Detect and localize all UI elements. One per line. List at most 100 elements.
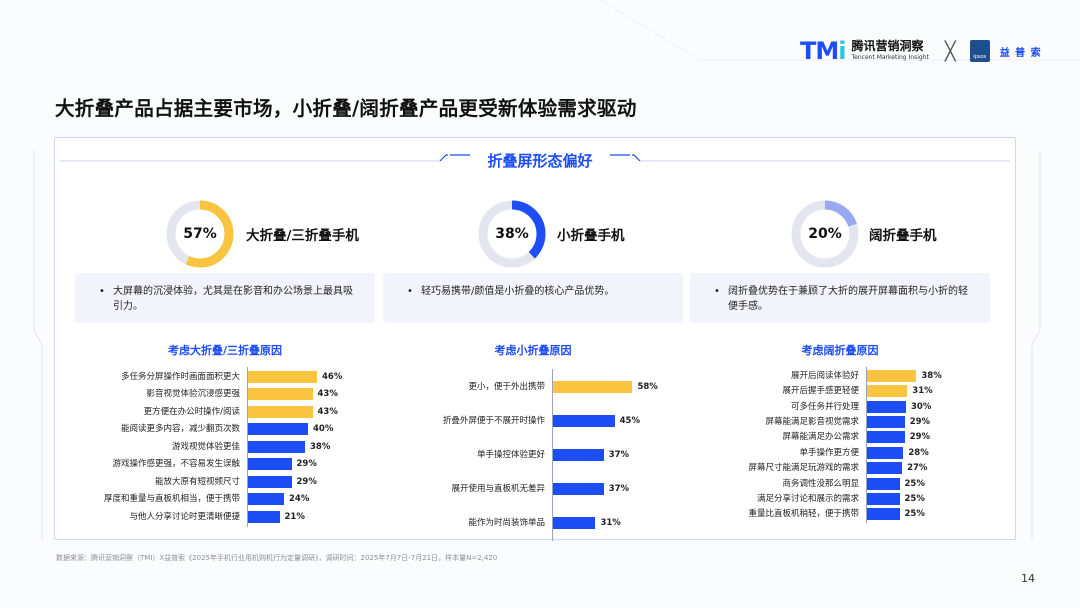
donut-wide-fold: 20% — [790, 199, 860, 269]
bar-value-label: 58% — [637, 382, 658, 392]
collab-separator-icon: ╳ — [944, 40, 956, 62]
bar-category-label: 游戏操作感更强，不容易发生误触 — [112, 459, 240, 470]
bar-value-label: 25% — [904, 493, 925, 504]
bar-value-label: 45% — [619, 416, 640, 426]
chart-axis — [552, 369, 553, 541]
donut-percent: 57% — [183, 226, 217, 242]
bar — [248, 510, 280, 523]
tmi-logo-en: Tencent Marketing Insight — [851, 54, 929, 61]
chart-axis — [866, 367, 867, 523]
bar-category-label: 影音视觉体验沉浸感更强 — [146, 389, 240, 400]
bar — [248, 405, 313, 418]
donut-percent: 20% — [808, 226, 842, 242]
bar — [248, 493, 284, 506]
donut-ring — [166, 200, 234, 268]
bar — [867, 431, 905, 444]
donut-percent: 38% — [495, 226, 529, 242]
bar-value-label: 29% — [909, 416, 931, 427]
bar — [248, 388, 313, 401]
bar — [248, 423, 308, 436]
desc-small-fold: • 轻巧易携带/颜值是小折叠的核心产品优势。 — [383, 273, 683, 323]
bullet-icon: • — [407, 286, 413, 297]
ipsos-logo-cn: 益 普 索 — [999, 47, 1042, 59]
bar-category-label: 能阅读更多内容，减少翻页次数 — [120, 424, 240, 435]
page-title: 大折叠产品占据主要市场，小折叠/阔折叠产品更受新体验需求驱动 — [55, 97, 637, 120]
ipsos-logo: Ipsos — [969, 40, 990, 62]
donut-ring — [478, 200, 546, 268]
bar — [553, 483, 604, 495]
desc-large-fold: • 大屏幕的沉浸体验，尤其是在影音和办公场景上最具吸引力。 — [75, 273, 375, 323]
bar-value-label: 40% — [313, 424, 334, 435]
donut-arc — [478, 200, 546, 268]
bar — [553, 449, 604, 461]
bar — [867, 492, 900, 505]
bar-value-label: 29% — [296, 476, 317, 487]
bar-value-label: 29% — [909, 432, 931, 443]
bar — [867, 400, 906, 413]
bar-value-label: 37% — [608, 450, 630, 460]
bar-category-label: 展开使用与直板机无差异 — [451, 484, 545, 494]
bar — [553, 381, 633, 393]
bar-category-label: 折叠外屏便于不展开时操作 — [442, 416, 545, 426]
bar — [867, 369, 917, 382]
bar-value-label: 46% — [322, 371, 343, 382]
bullet-icon: • — [99, 286, 105, 297]
bar — [867, 415, 905, 428]
tmi-logo-cn: 腾讯营销洞察 — [851, 39, 924, 53]
donut-large-fold: 57% — [165, 199, 235, 269]
bar — [867, 508, 900, 521]
donut-ring — [791, 200, 859, 268]
bar-category-label: 更小，便于外出携带 — [468, 382, 545, 392]
chart-axis — [247, 367, 248, 527]
bar-category-label: 厚度和重量与直板机相当，便于携带 — [103, 494, 240, 505]
bar-category-label: 单手操控体验更好 — [476, 450, 545, 460]
bar-value-label: 27% — [907, 463, 928, 474]
donut-arc — [791, 200, 859, 268]
bar-category-label: 能作为时尚装饰单品 — [468, 518, 545, 528]
tmi-logo: TMi — [800, 37, 847, 65]
bar-value-label: 28% — [908, 447, 929, 458]
bar-category-label: 屏幕尺寸能满足玩游戏的需求 — [748, 463, 859, 474]
bar-category-label: 可多任务并行处理 — [790, 401, 859, 412]
bar — [248, 370, 317, 383]
bar-category-label: 单手操作更方便 — [799, 447, 859, 458]
bullet-icon: • — [714, 286, 720, 297]
bar-value-label: 31% — [600, 518, 621, 528]
bar-category-label: 展开后握手感更轻便 — [782, 386, 859, 397]
desc-text: 大屏幕的沉浸体验，尤其是在影音和办公场景上最具吸引力。 — [113, 286, 353, 312]
bar-category-label: 展开后阅读体验好 — [790, 370, 859, 381]
bar-value-label: 24% — [289, 494, 310, 505]
reason-title-large-fold: 考虑大折叠/三折叠原因 — [167, 344, 283, 357]
bar-value-label: 29% — [296, 459, 317, 470]
bar-category-label: 屏幕能满足办公需求 — [782, 432, 859, 443]
reason-title-wide-fold: 考虑阔折叠原因 — [801, 344, 879, 357]
tmi-logo-text: 腾讯营销洞察 Tencent Marketing Insight — [852, 40, 929, 62]
bar — [867, 446, 904, 459]
section-title: 折叠屏形态偏好 — [487, 152, 593, 170]
card-title-wide-fold: 阔折叠手机 — [869, 228, 937, 244]
bar-category-label: 能放大原有短视频尺寸 — [154, 476, 240, 487]
bar-value-label: 31% — [912, 386, 933, 397]
bar-value-label: 25% — [904, 509, 925, 520]
bar-value-label: 21% — [284, 511, 305, 522]
bar — [553, 415, 615, 427]
page-number: 14 — [1021, 572, 1035, 585]
bar-value-label: 37% — [608, 484, 630, 494]
bar-category-label: 商务调性没那么明显 — [782, 478, 859, 489]
bar-category-label: 与他人分享讨论时更清晰便捷 — [129, 511, 240, 522]
bar — [248, 458, 292, 471]
bar — [867, 477, 900, 490]
bar-category-label: 多任务分屏操作时画面面积更大 — [120, 371, 240, 382]
bar — [867, 462, 903, 475]
bar-value-label: 25% — [904, 478, 925, 489]
brand-header: TMi 腾讯营销洞察 Tencent Marketing Insight ╳ I… — [800, 36, 1060, 66]
desc-text: 轻巧易携带/颜值是小折叠的核心产品优势。 — [421, 286, 615, 297]
bar-value-label: 43% — [317, 389, 338, 400]
section-title-decoration — [60, 154, 1010, 162]
bar-category-label: 重量比直板机稍轻，便于携带 — [748, 509, 859, 520]
card-title-small-fold: 小折叠手机 — [557, 228, 625, 244]
card-title-large-fold: 大折叠/三折叠手机 — [246, 228, 359, 244]
bar-value-label: 43% — [317, 406, 338, 417]
bar — [867, 385, 908, 398]
donut-arc — [166, 200, 234, 268]
